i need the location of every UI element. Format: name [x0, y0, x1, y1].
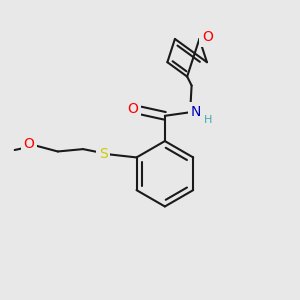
Text: N: N — [190, 105, 201, 119]
Text: O: O — [202, 31, 213, 44]
Text: S: S — [99, 148, 108, 161]
Text: H: H — [204, 115, 212, 125]
Text: O: O — [128, 102, 139, 116]
Text: O: O — [23, 137, 34, 151]
